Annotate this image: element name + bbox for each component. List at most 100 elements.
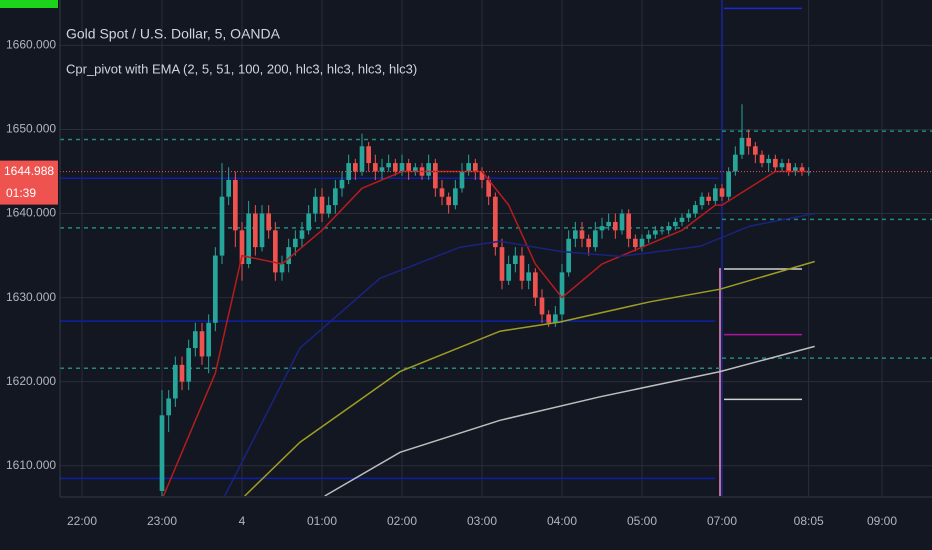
candle-body <box>673 221 678 227</box>
x-tick-label: 23:00 <box>147 514 177 528</box>
candle-body <box>726 171 731 197</box>
candle-body <box>373 163 378 172</box>
candle-body <box>646 234 651 239</box>
candle-body <box>699 196 705 206</box>
candle-body <box>213 255 218 323</box>
candle-body <box>266 213 271 231</box>
candle-body <box>313 196 318 214</box>
candle-body <box>226 179 231 197</box>
candle-body <box>686 213 691 218</box>
candle-body <box>773 158 778 168</box>
candle-body <box>399 163 405 172</box>
candle-body <box>766 158 771 164</box>
candle-body <box>286 247 291 264</box>
candle-body <box>159 415 165 491</box>
candle-body <box>759 154 765 164</box>
ema-line <box>224 212 815 496</box>
y-tick-label: 1620.000 <box>6 374 56 388</box>
candle-body <box>666 226 671 231</box>
candle-body <box>799 167 805 172</box>
candle-body <box>246 213 251 264</box>
x-tick-label: 08:05 <box>794 514 824 528</box>
price-tag <box>0 160 58 205</box>
candle-body <box>199 331 205 357</box>
candle-body <box>739 137 745 155</box>
candle-body <box>719 188 725 197</box>
candle-body <box>259 213 265 248</box>
x-tick-label: 4 <box>239 514 246 528</box>
candle-body <box>539 297 545 315</box>
y-tick-label: 1610.000 <box>6 458 56 472</box>
candle-body <box>519 255 525 281</box>
candle-body <box>559 272 565 315</box>
candle-body <box>746 137 751 147</box>
x-tick-label: 02:00 <box>387 514 417 528</box>
candle-body <box>339 179 345 189</box>
chart-title: Gold Spot / U.S. Dollar, 5, OANDA <box>66 26 281 42</box>
candle-body <box>219 196 225 256</box>
candle-body <box>326 205 331 214</box>
candle-body <box>533 272 538 298</box>
y-tick-label: 1630.000 <box>6 290 56 304</box>
price-tag <box>0 0 58 8</box>
candle-body <box>406 163 411 172</box>
x-tick-label: 07:00 <box>707 514 737 528</box>
ema-line <box>244 260 815 496</box>
candle-body <box>653 230 658 235</box>
candle-body <box>659 230 665 232</box>
candle-body <box>253 213 258 248</box>
candle-body <box>393 163 398 172</box>
candle-body <box>513 255 518 264</box>
candle-body <box>233 179 238 231</box>
candle-body <box>206 322 211 357</box>
x-tick-label: 09:00 <box>867 514 897 528</box>
price-tag-label: 1644.988 <box>4 164 54 178</box>
ema-line <box>324 345 815 496</box>
candle-body <box>279 263 285 273</box>
candle-body <box>413 167 418 172</box>
candle-body <box>466 163 471 172</box>
candle-body <box>273 230 278 273</box>
axes: 1610.000 1620.000 1630.000 1640.000 1650.000… <box>0 38 897 528</box>
candle-body <box>173 364 178 399</box>
candle-body <box>306 213 311 231</box>
candle-body <box>366 146 371 164</box>
candle-body <box>693 205 698 214</box>
candle-body <box>706 196 711 201</box>
candle-body <box>613 221 618 231</box>
candle-body <box>179 364 185 382</box>
candle-body <box>433 163 438 189</box>
candle-body <box>506 263 511 281</box>
x-tick-label: 03:00 <box>467 514 497 528</box>
candle-body <box>546 314 551 323</box>
candle-body <box>553 314 558 323</box>
candle-body <box>353 163 358 172</box>
candle-body <box>526 272 531 281</box>
candle-body <box>639 238 645 248</box>
candle-body <box>633 238 638 248</box>
candle-body <box>379 167 385 172</box>
candle-body <box>166 398 171 416</box>
candle-body <box>486 179 491 197</box>
candle-body <box>573 230 578 239</box>
y-tick-label: 1660.000 <box>6 38 56 52</box>
candle-body <box>599 226 605 231</box>
candle-body <box>426 163 431 176</box>
candle-body <box>679 217 685 222</box>
plot-area <box>60 0 932 496</box>
x-tick-label: 01:00 <box>307 514 337 528</box>
x-tick-label: 05:00 <box>627 514 657 528</box>
x-tick-label: 22:00 <box>67 514 97 528</box>
candle-body <box>499 247 505 281</box>
countdown-label: 01:39 <box>6 186 36 200</box>
candle-body <box>786 163 791 172</box>
candle-body <box>319 196 325 214</box>
candle-body <box>293 238 298 248</box>
candle-body <box>753 146 758 155</box>
candle-body <box>793 167 798 172</box>
candle-body <box>619 213 625 231</box>
candle-body <box>713 188 718 201</box>
candle-body <box>733 154 738 172</box>
candle-body <box>479 171 485 180</box>
